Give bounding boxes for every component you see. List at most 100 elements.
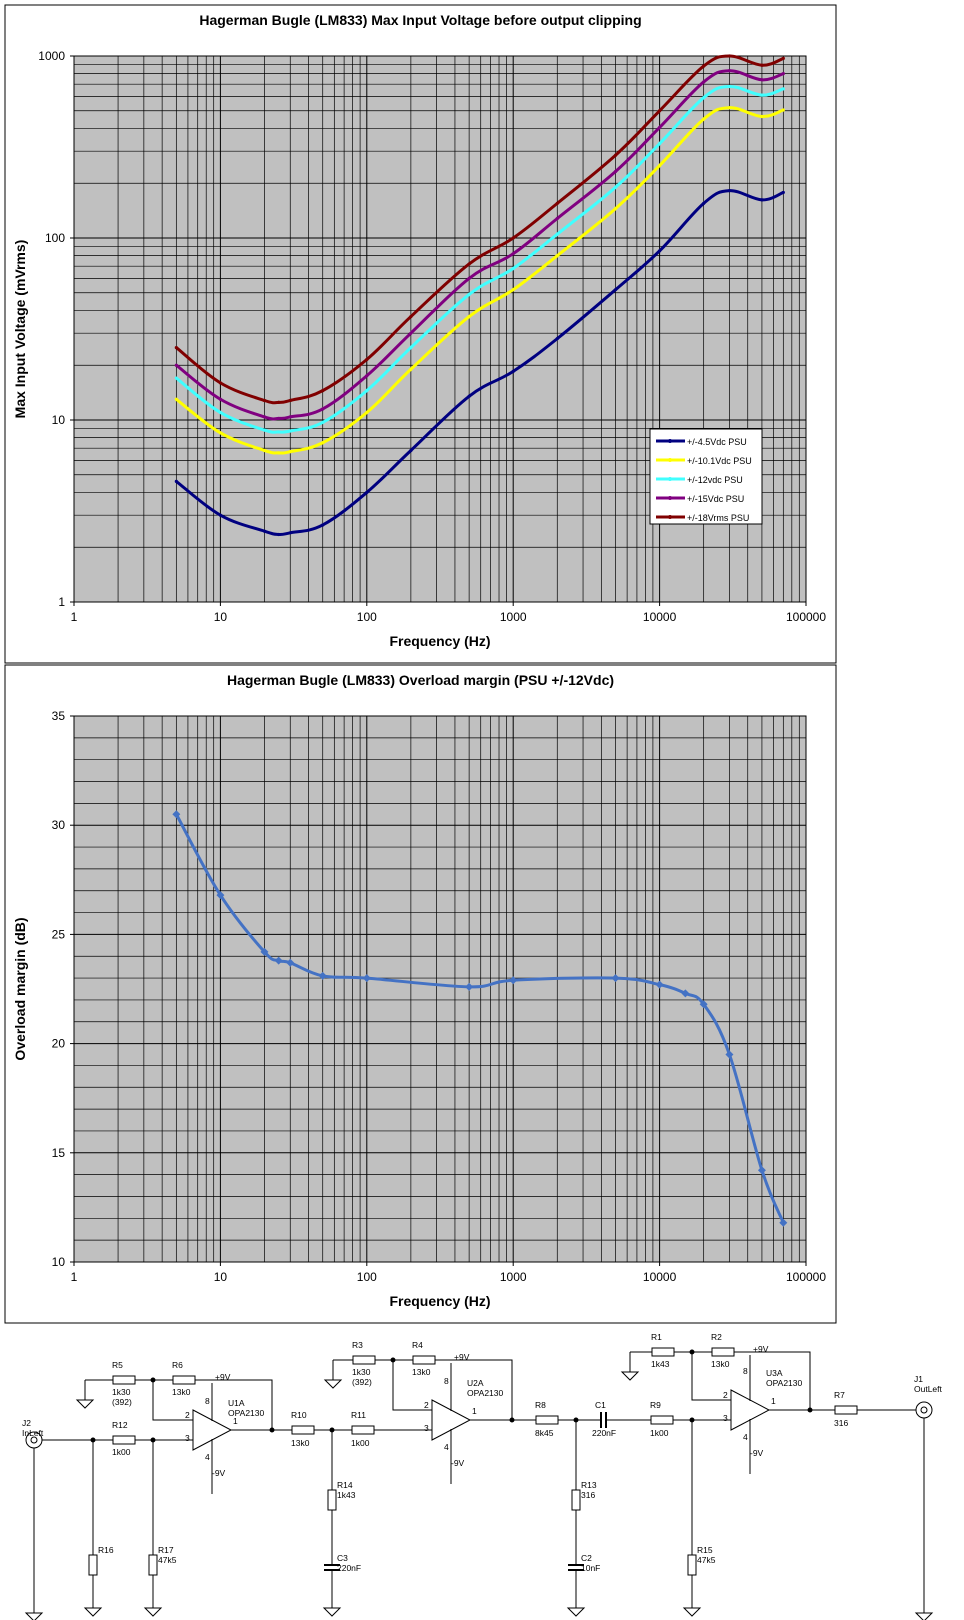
schematic-label: 1k43: [651, 1359, 670, 1369]
schematic-label: 4: [205, 1452, 210, 1462]
schematic-label: InLeft: [22, 1428, 44, 1438]
data-point: [277, 430, 281, 434]
junction-dot: [390, 1357, 396, 1363]
schematic-label: R14: [337, 1480, 353, 1490]
data-point: [288, 415, 292, 419]
schematic-label: C2: [581, 1553, 592, 1563]
y-tick-label: 30: [52, 818, 66, 832]
data-point: [262, 529, 267, 533]
resistor-r3: [352, 1355, 376, 1365]
schematic-label: 3: [424, 1423, 429, 1433]
data-point: [511, 369, 515, 373]
y-axis-label: Overload margin (dB): [12, 917, 28, 1060]
data-point: [681, 989, 690, 998]
data-point: [362, 974, 371, 983]
junction-dot: [150, 1377, 156, 1383]
data-point: [467, 292, 471, 296]
data-point: [760, 198, 764, 202]
schematic-label: 220nF: [337, 1563, 361, 1573]
schematic-label: R12: [112, 1420, 128, 1430]
y-tick-label: 20: [52, 1037, 66, 1051]
schematic-label: -9V: [750, 1448, 764, 1458]
data-point: [555, 216, 559, 221]
data-point: [409, 345, 413, 350]
chart-1: Hagerman Bugle (LM833) Max Input Voltage…: [4, 4, 837, 664]
data-point: [702, 80, 706, 84]
data-point: [760, 78, 764, 82]
data-point: [409, 367, 413, 371]
wire: [152, 1380, 193, 1421]
y-axis-label: Max Input Voltage (mVrms): [12, 240, 28, 419]
ground-symbol: [323, 1379, 343, 1389]
data-point: [699, 1000, 708, 1009]
schematic-label: 1k43: [337, 1490, 356, 1500]
jack-inner: [920, 1406, 928, 1414]
data-point: [658, 163, 662, 168]
data-point: [702, 64, 706, 68]
legend-label: +/-4.5Vdc PSU: [687, 437, 747, 447]
data-point: [274, 956, 283, 965]
data-point: [321, 420, 325, 425]
legend: +/-4.5Vdc PSU +/-10.1Vdc PSU +/-12vdc PSU +…: [649, 428, 763, 525]
data-point: [365, 490, 369, 495]
data-point: [467, 276, 471, 280]
data-point: [277, 451, 281, 455]
data-point: [727, 84, 732, 89]
ground-symbol: [620, 1371, 640, 1381]
legend-box: [649, 428, 763, 525]
data-point: [511, 288, 515, 292]
x-tick-label: 100: [357, 1270, 377, 1284]
data-point: [260, 947, 269, 956]
data-point: [174, 479, 178, 483]
y-tick-label: 100: [45, 231, 65, 245]
data-point: [757, 1166, 766, 1175]
schematic-label: 3: [723, 1413, 728, 1423]
legend-label: +/-10.1Vdc PSU: [687, 456, 752, 466]
jack-inner: [30, 1436, 38, 1444]
schematic-label: 1k00: [650, 1428, 669, 1438]
schematic-label: R6: [172, 1360, 183, 1370]
plot-border: [73, 55, 807, 603]
data-point: [321, 523, 325, 527]
data-point: [365, 374, 369, 378]
schematic-label: 1k30: [112, 1387, 131, 1397]
data-point: [727, 54, 732, 58]
junction-dot: [689, 1349, 695, 1355]
data-point: [511, 252, 515, 256]
data-point: [277, 416, 281, 421]
legend-label: +/-12vdc PSU: [687, 475, 743, 485]
wire: [195, 1379, 273, 1430]
data-point: [409, 331, 413, 335]
schematic-label: R9: [650, 1400, 661, 1410]
data-point: [365, 357, 369, 362]
resistor-r6: [172, 1375, 196, 1385]
data-point: [467, 314, 471, 319]
data-point: [760, 114, 764, 119]
series-line: [175, 813, 785, 1224]
data-point: [779, 1218, 788, 1227]
data-point: [321, 441, 325, 445]
data-point: [174, 345, 178, 350]
legend-marker: [668, 496, 672, 500]
data-point: [365, 410, 369, 415]
y-tick-label: 1: [58, 595, 65, 609]
schematic-label: +9V: [753, 1344, 769, 1354]
schematic-label: +9V: [454, 1352, 470, 1362]
data-point: [655, 980, 664, 989]
series-5: [174, 54, 785, 405]
data-point: [174, 376, 178, 380]
resistor-r5: [112, 1375, 136, 1385]
data-point: [286, 958, 295, 967]
schematic-label: R8: [535, 1400, 546, 1410]
data-point: [555, 254, 559, 258]
data-point: [781, 190, 785, 195]
data-point: [262, 428, 267, 432]
wire: [691, 1352, 731, 1401]
data-point: [467, 262, 471, 266]
schematic-label: 13k0: [412, 1367, 431, 1377]
data-point: [365, 389, 369, 393]
schematic-label: OPA2130: [467, 1388, 504, 1398]
schematic-label: R16: [98, 1545, 114, 1555]
ground-symbol: [75, 1399, 95, 1409]
y-tick-label: 10: [52, 1255, 66, 1269]
